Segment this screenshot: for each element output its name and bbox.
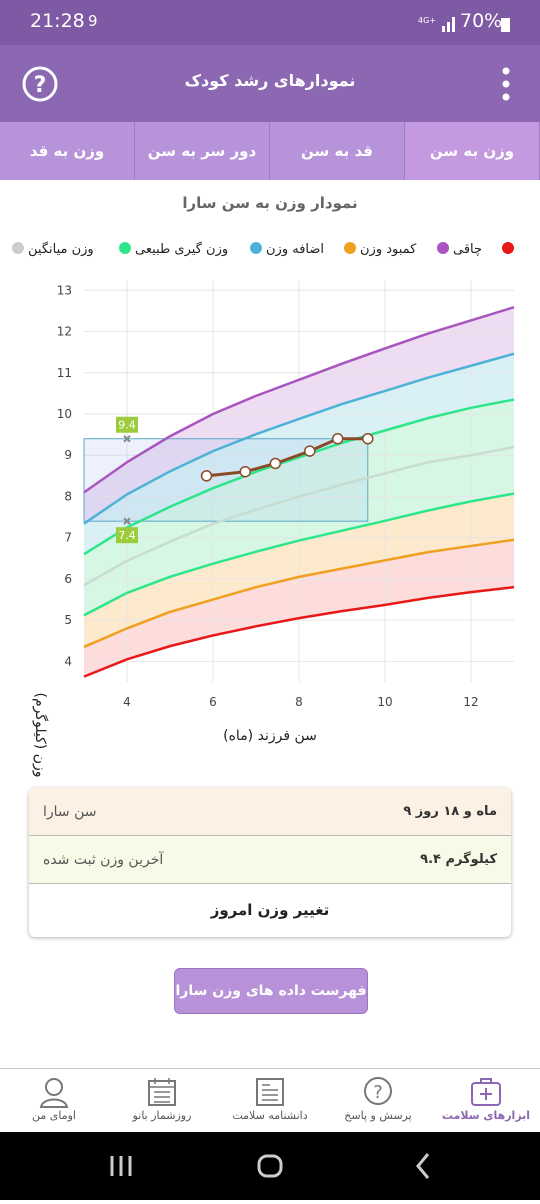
growth-curve [83,538,515,649]
y-tick-label: 13 [57,283,72,297]
system-nav [0,1132,540,1200]
info-label: آخرین وزن ثبت شده [43,851,164,868]
growth-curve [83,585,515,678]
weight-point [239,465,251,478]
nav-icon: ? [364,1077,392,1105]
x-tick-label: 10 [377,695,392,709]
info-card: سن سارا ۹ ماه و ۱۸ روز آخرین وزن ثبت شده ۹.… [29,788,511,937]
notification: 9 [88,12,98,30]
range-marker [123,435,131,443]
bottom-nav: اومای من روزشمار بانو دانشنامه سلامت? پرسش … [0,1068,540,1133]
legend-dot [344,242,356,254]
nav-icon [148,1078,176,1106]
nav-item[interactable]: ابزارهای سلامت [432,1069,540,1133]
svg-text:?: ? [34,73,47,98]
y-tick-label: 6 [64,572,72,586]
time: 21:28 [30,10,85,32]
range-marker [123,517,131,525]
range-label: 9.4 [118,419,136,432]
legend-label: کمبود وزن [360,242,417,257]
tab[interactable]: قد به سن [270,122,405,180]
nav-label: اومای من [32,1109,76,1122]
legend-label: چاقی [453,242,482,257]
info-value: ۹ ماه و ۱۸ روز [403,804,497,819]
growth-curve [83,352,515,525]
battery-icon [501,18,510,32]
status-bar: 21:28 9 70% 4G+ [0,0,540,45]
y-tick-label: 4 [64,654,72,668]
growth-curve [83,306,515,494]
system-buttons[interactable] [0,1132,540,1200]
growth-curve [83,398,515,556]
help-button[interactable]: ? [21,65,59,103]
legend-dot [12,242,24,254]
growth-curve [83,445,515,587]
x-axis-label: سن فرزند (ماه) [223,728,317,744]
chart-title: نمودار وزن به سن سارا [182,194,357,212]
x-tick-label: 12 [463,695,478,709]
y-tick-label: 8 [64,489,72,503]
nav-icon [471,1078,501,1106]
change-weight-button[interactable]: تغییر وزن امروز [210,901,330,919]
nav-icon [256,1078,284,1106]
menu-button[interactable] [500,67,512,103]
y-tick-label: 12 [57,325,72,339]
weight-point [269,457,282,470]
tab[interactable]: وزن به قد [0,122,135,180]
info-label: سن سارا [43,803,97,820]
y-tick-label: 5 [64,613,72,627]
nav-item[interactable]: دانشنامه سلامت [216,1069,324,1133]
battery: 70% [460,10,503,32]
legend-dot [119,242,131,254]
growth-curve [83,492,515,617]
info-row: سن سارا ۹ ماه و ۱۸ روز [29,788,511,836]
weight-point [331,432,344,445]
chart: نمودار وزن به سن سارا وزن (کیلوگرم) سن ف… [12,194,515,778]
x-tick-label: 8 [295,695,303,709]
nav-label: ابزارهای سلامت [441,1109,531,1122]
y-tick-label: 9 [64,448,72,462]
app-title: نمودارهای رشد کودک [184,71,356,90]
legend-dot [250,242,262,254]
range-label: 7.4 [118,529,136,542]
nav-icon [39,1078,69,1108]
weight-point [304,445,316,457]
info-value: ۹.۴ کیلوگرم [420,852,497,867]
tab[interactable]: وزن به سن [405,122,540,180]
weight-point [200,470,213,482]
legend-label: وزن گیری طبیعی [135,241,228,257]
x-tick-label: 4 [123,695,131,709]
range-label-bg [116,527,138,544]
nav-label: پرسش و پاسخ [344,1109,412,1122]
y-tick-label: 11 [57,366,72,380]
nav-label: دانشنامه سلامت [232,1109,308,1122]
y-axis-label: وزن (کیلوگرم) [32,693,49,778]
legend-label: وزن میانگین [28,241,94,257]
range-box [83,438,369,522]
svg-text:4G+: 4G+ [418,16,436,25]
nav-item[interactable]: اومای من [0,1069,108,1133]
app-bar: ? نمودارهای رشد کودک [0,45,540,122]
nav-item[interactable]: ? پرسش و پاسخ [324,1069,432,1133]
legend-label: اضافه وزن [266,242,324,257]
signal-icon: 4G+ [418,16,455,32]
legend-dot [502,242,514,254]
tab[interactable]: دور سر به سن [135,122,270,180]
tab-bar: وزن به قد دور سر به سن قد به سن وزن به سن [0,122,540,180]
weight-point [362,432,374,445]
range-label-bg [116,416,138,433]
weight-list-button[interactable]: فهرست داده های وزن سارا [174,968,368,1014]
legend-dot [437,242,449,254]
y-tick-label: 7 [64,531,72,545]
info-row: آخرین وزن ثبت شده ۹.۴ کیلوگرم [29,836,511,884]
nav-label: روزشمار بانو [132,1109,192,1122]
x-tick-label: 6 [209,695,217,709]
svg-text:?: ? [373,1082,383,1103]
y-tick-label: 10 [57,407,72,421]
nav-item[interactable]: روزشمار بانو [108,1069,216,1133]
